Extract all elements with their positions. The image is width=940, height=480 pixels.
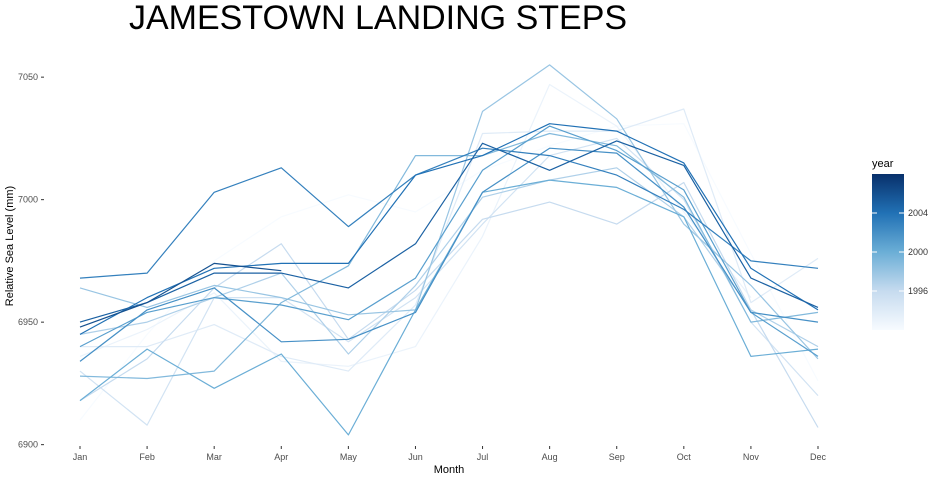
x-tick-label: Jan [73,452,88,462]
legend-tick-label: 2000 [908,247,928,257]
series-line-1998 [79,64,819,360]
x-tick-label: Oct [677,452,692,462]
series-line-2006 [79,262,282,328]
year-legend: year 1996 2000 2004 [872,158,928,330]
x-axis-label: Month [434,464,465,476]
y-axis: 6900 6950 7000 7050 [18,72,44,450]
series-line-1992 [79,123,819,421]
x-tick-label: Apr [274,452,288,462]
x-axis: Jan Feb Mar Apr May Jun Jul Aug Sep Oct Nov Dec [73,446,827,462]
series-line-1995 [79,137,819,426]
x-tick-label: Feb [139,452,155,462]
y-tick-label: 6900 [18,440,38,450]
series-line-2001 [79,125,819,357]
series-line-2002 [79,147,819,362]
x-tick-label: Nov [743,452,760,462]
series-line-2005 [79,140,819,323]
series-line-2003 [79,147,819,279]
y-tick-label: 6950 [18,317,38,327]
y-tick-label: 7050 [18,72,38,82]
series-lines [79,64,819,436]
chart-title: JAMESTOWN LANDING STEPS [129,0,627,37]
x-tick-label: Sep [609,452,625,462]
x-tick-label: Jun [408,452,423,462]
y-axis-label: Relative Sea Level (mm) [4,186,16,306]
legend-title: year [872,158,894,170]
series-line-2004 [79,123,819,335]
legend-tick-label: 2004 [908,208,928,218]
y-tick-label: 7000 [18,195,38,205]
legend-tick-label: 1996 [908,286,928,296]
legend-ticks: 1996 2000 2004 [872,208,928,296]
x-tick-label: Dec [810,452,827,462]
x-tick-label: Aug [542,452,558,462]
series-line-1994 [80,108,819,372]
x-tick-label: May [340,452,358,462]
legend-colorbar [872,174,904,330]
x-tick-label: Jul [477,452,489,462]
series-line-2000 [79,179,819,436]
x-tick-label: Mar [206,452,222,462]
series-line-1997 [79,167,819,355]
